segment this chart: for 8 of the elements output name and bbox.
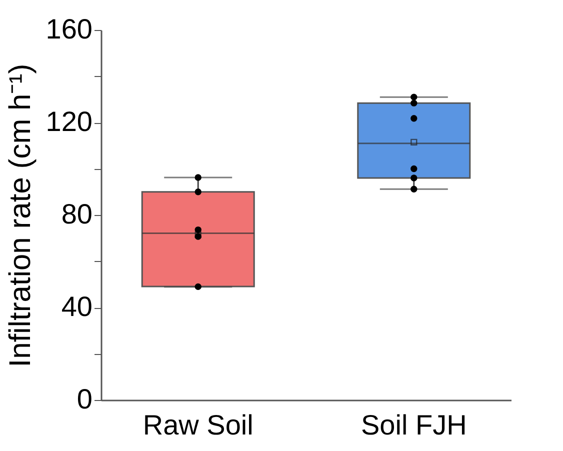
y-axis-title: Infiltration rate (cm h⁻¹) — [4, 64, 37, 368]
y-tick-label: 0 — [76, 384, 92, 414]
y-tick-label: 40 — [61, 291, 92, 322]
x-tick-label: Raw Soil — [142, 410, 254, 440]
y-tick-label: 80 — [61, 198, 92, 230]
y-tick-label: 160 — [46, 14, 92, 44]
x-tick-label: Soil FJH — [360, 410, 467, 440]
y-tick-label: 120 — [46, 106, 92, 137]
